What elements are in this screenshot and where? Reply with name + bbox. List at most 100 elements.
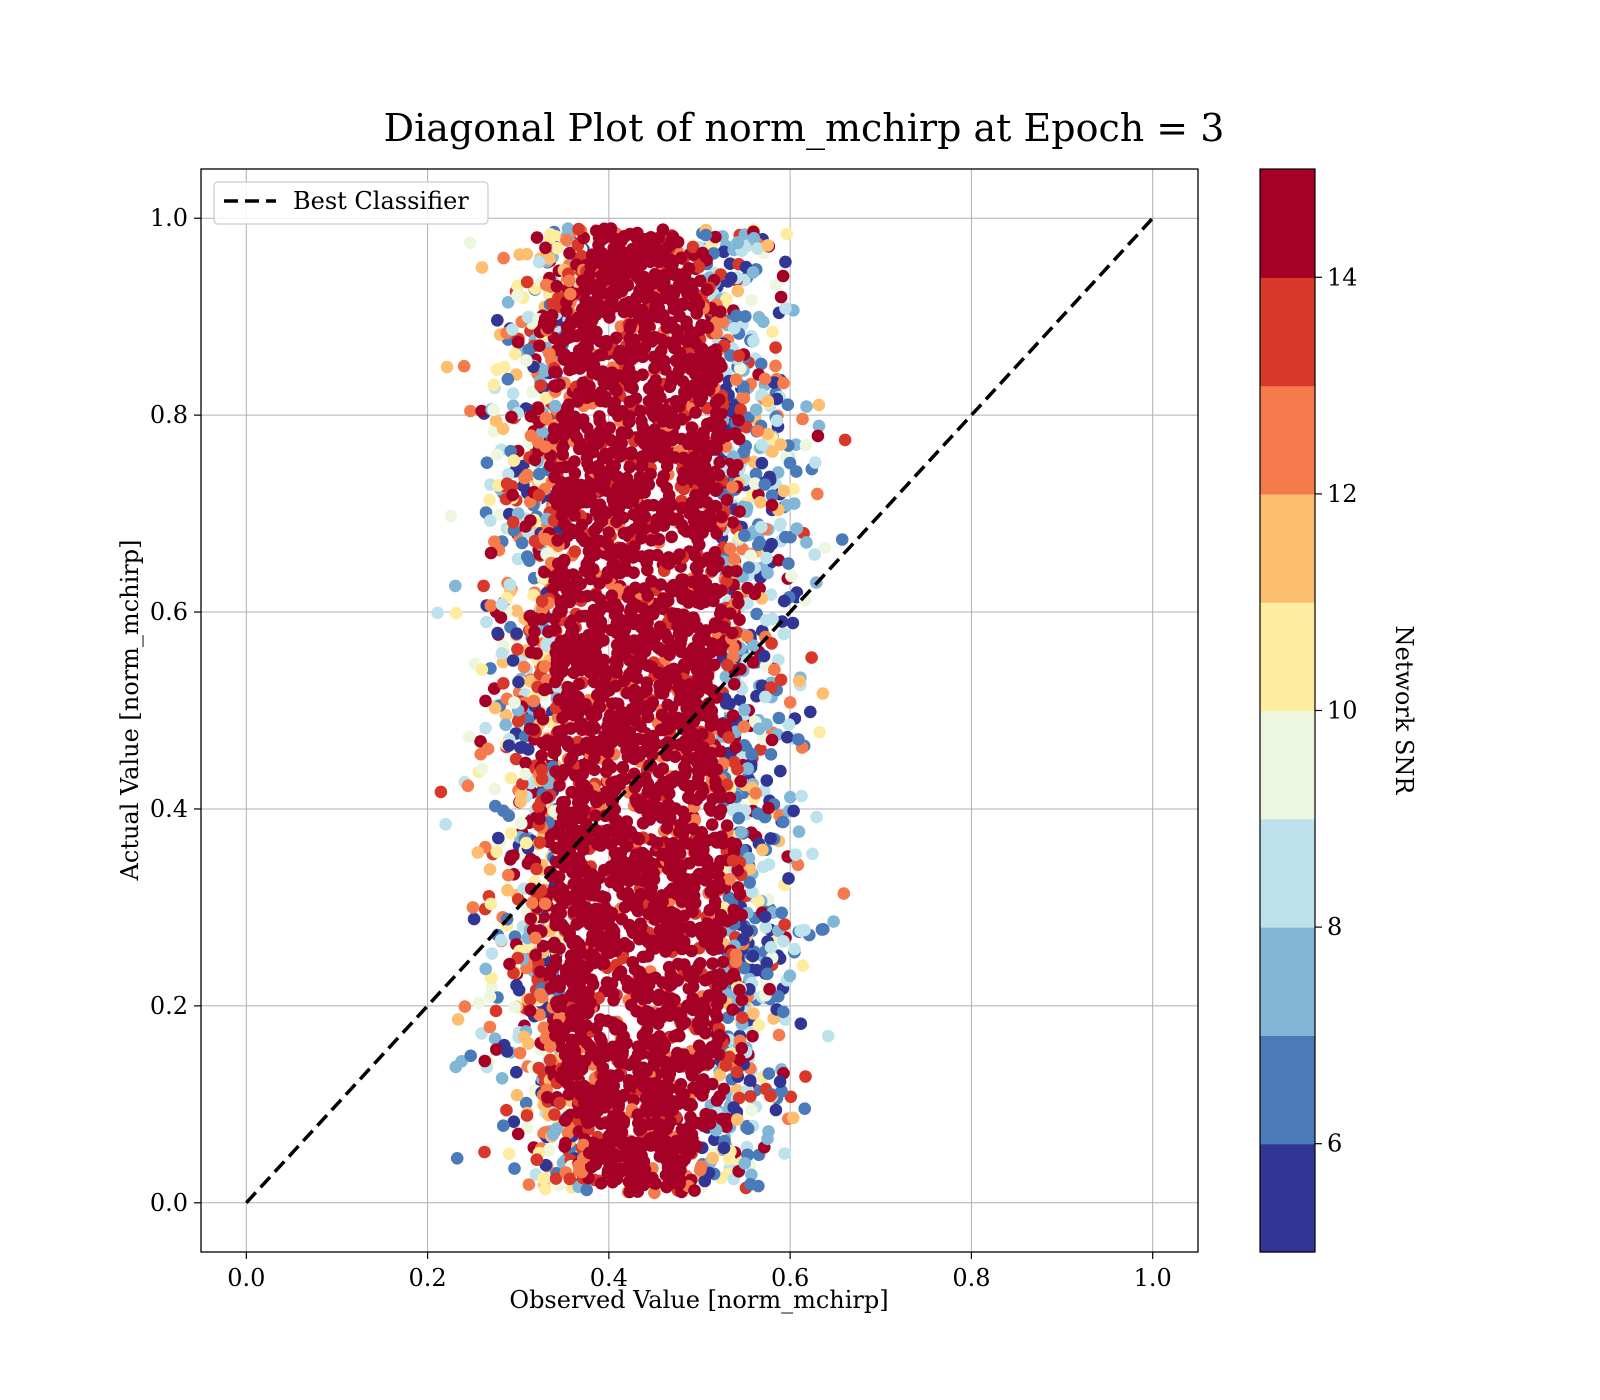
- scatter-point: [701, 669, 715, 683]
- scatter-point: [731, 763, 744, 776]
- scatter-point: [773, 519, 787, 532]
- scatter-point: [752, 722, 766, 736]
- scatter-point: [659, 680, 673, 694]
- scatter-point: [530, 231, 544, 244]
- scatter-point: [671, 974, 685, 987]
- scatter-point: [742, 561, 755, 574]
- scatter-point: [588, 889, 601, 902]
- scatter-point: [762, 801, 775, 815]
- scatter-point: [558, 1073, 571, 1087]
- scatter-point: [782, 872, 795, 885]
- scatter-point: [817, 923, 830, 936]
- scatter-point: [827, 915, 840, 928]
- scatter-point: [557, 802, 571, 816]
- scatter-point: [508, 347, 522, 361]
- scatter-point: [538, 660, 552, 673]
- scatter-point: [774, 673, 788, 687]
- scatter-point: [727, 968, 740, 981]
- scatter-point: [564, 585, 578, 598]
- scatter-point: [646, 696, 660, 709]
- scatter-point: [506, 323, 519, 336]
- plot-area: 0.0 0.2 0.4 0.6 0.8 1.0 0.00.20.40.60.81.0: [150, 168, 1199, 1292]
- scatter-point: [765, 537, 778, 551]
- scatter-point: [712, 468, 726, 482]
- scatter-point: [643, 880, 657, 894]
- scatter-point: [501, 883, 514, 897]
- scatter-point: [523, 993, 537, 1006]
- scatter-point: [783, 969, 797, 982]
- scatter-point: [601, 758, 615, 771]
- scatter-point: [760, 774, 774, 787]
- scatter-point: [529, 931, 542, 945]
- scatter-point: [612, 502, 626, 515]
- scatter-point: [692, 1039, 706, 1052]
- scatter-point: [789, 848, 802, 861]
- scatter-point: [684, 471, 697, 485]
- scatter-point: [548, 936, 561, 950]
- scatter-point: [553, 461, 567, 475]
- scatter-point: [761, 394, 774, 408]
- scatter-point: [761, 566, 774, 580]
- scatter-point: [609, 331, 623, 345]
- scatter-point: [570, 431, 584, 444]
- scatter-point: [546, 582, 559, 596]
- scatter-point: [726, 516, 740, 529]
- scatter-point: [660, 749, 674, 762]
- scatter-point: [751, 807, 765, 820]
- scatter-point: [510, 604, 523, 617]
- scatter-point: [692, 260, 706, 274]
- scatter-point: [526, 634, 540, 647]
- scatter-point: [547, 422, 561, 436]
- scatter-point: [551, 534, 564, 547]
- scatter-point: [524, 514, 537, 527]
- scatter-point: [804, 705, 817, 719]
- scatter-point: [514, 787, 528, 801]
- scatter-point: [733, 983, 746, 997]
- scatter-point: [483, 493, 496, 507]
- scatter-point: [529, 948, 542, 962]
- scatter-point: [619, 265, 632, 278]
- scatter-point: [777, 594, 791, 608]
- scatter-point: [495, 647, 509, 660]
- scatter-point: [500, 477, 514, 491]
- scatter-point: [609, 601, 623, 614]
- scatter-point: [649, 630, 663, 643]
- scatter-point: [581, 421, 594, 435]
- scatter-point: [687, 1081, 700, 1095]
- scatter-point: [549, 959, 562, 972]
- scatter-point: [746, 949, 760, 963]
- scatter-point: [535, 749, 548, 762]
- scatter-point: [641, 287, 654, 301]
- scatter-points: [431, 222, 852, 1200]
- scatter-point: [596, 504, 610, 517]
- scatter-point: [519, 767, 532, 781]
- scatter-point: [624, 305, 637, 319]
- scatter-point: [578, 609, 591, 623]
- scatter-point: [671, 1047, 684, 1061]
- scatter-point: [568, 509, 581, 522]
- scatter-point: [772, 711, 786, 725]
- scatter-point: [686, 822, 700, 836]
- scatter-point: [585, 296, 599, 309]
- scatter-point: [537, 1021, 551, 1034]
- scatter-point: [774, 764, 787, 778]
- scatter-point: [783, 456, 797, 470]
- scatter-point: [434, 785, 448, 799]
- scatter-point: [777, 484, 791, 498]
- scatter-point: [658, 1136, 672, 1149]
- scatter-point: [516, 777, 529, 791]
- scatter-point: [746, 656, 760, 669]
- scatter-point: [706, 957, 719, 970]
- scatter-point: [655, 429, 668, 443]
- scatter-point: [694, 1160, 708, 1173]
- scatter-point: [557, 573, 571, 587]
- scatter-point: [521, 550, 534, 563]
- scatter-point: [491, 314, 504, 327]
- scatter-point: [785, 569, 798, 583]
- scatter-point: [588, 524, 601, 537]
- scatter-point: [741, 762, 754, 775]
- scatter-point: [748, 477, 762, 490]
- scatter-point: [532, 255, 546, 269]
- scatter-point: [726, 480, 739, 494]
- scatter-point: [707, 887, 720, 900]
